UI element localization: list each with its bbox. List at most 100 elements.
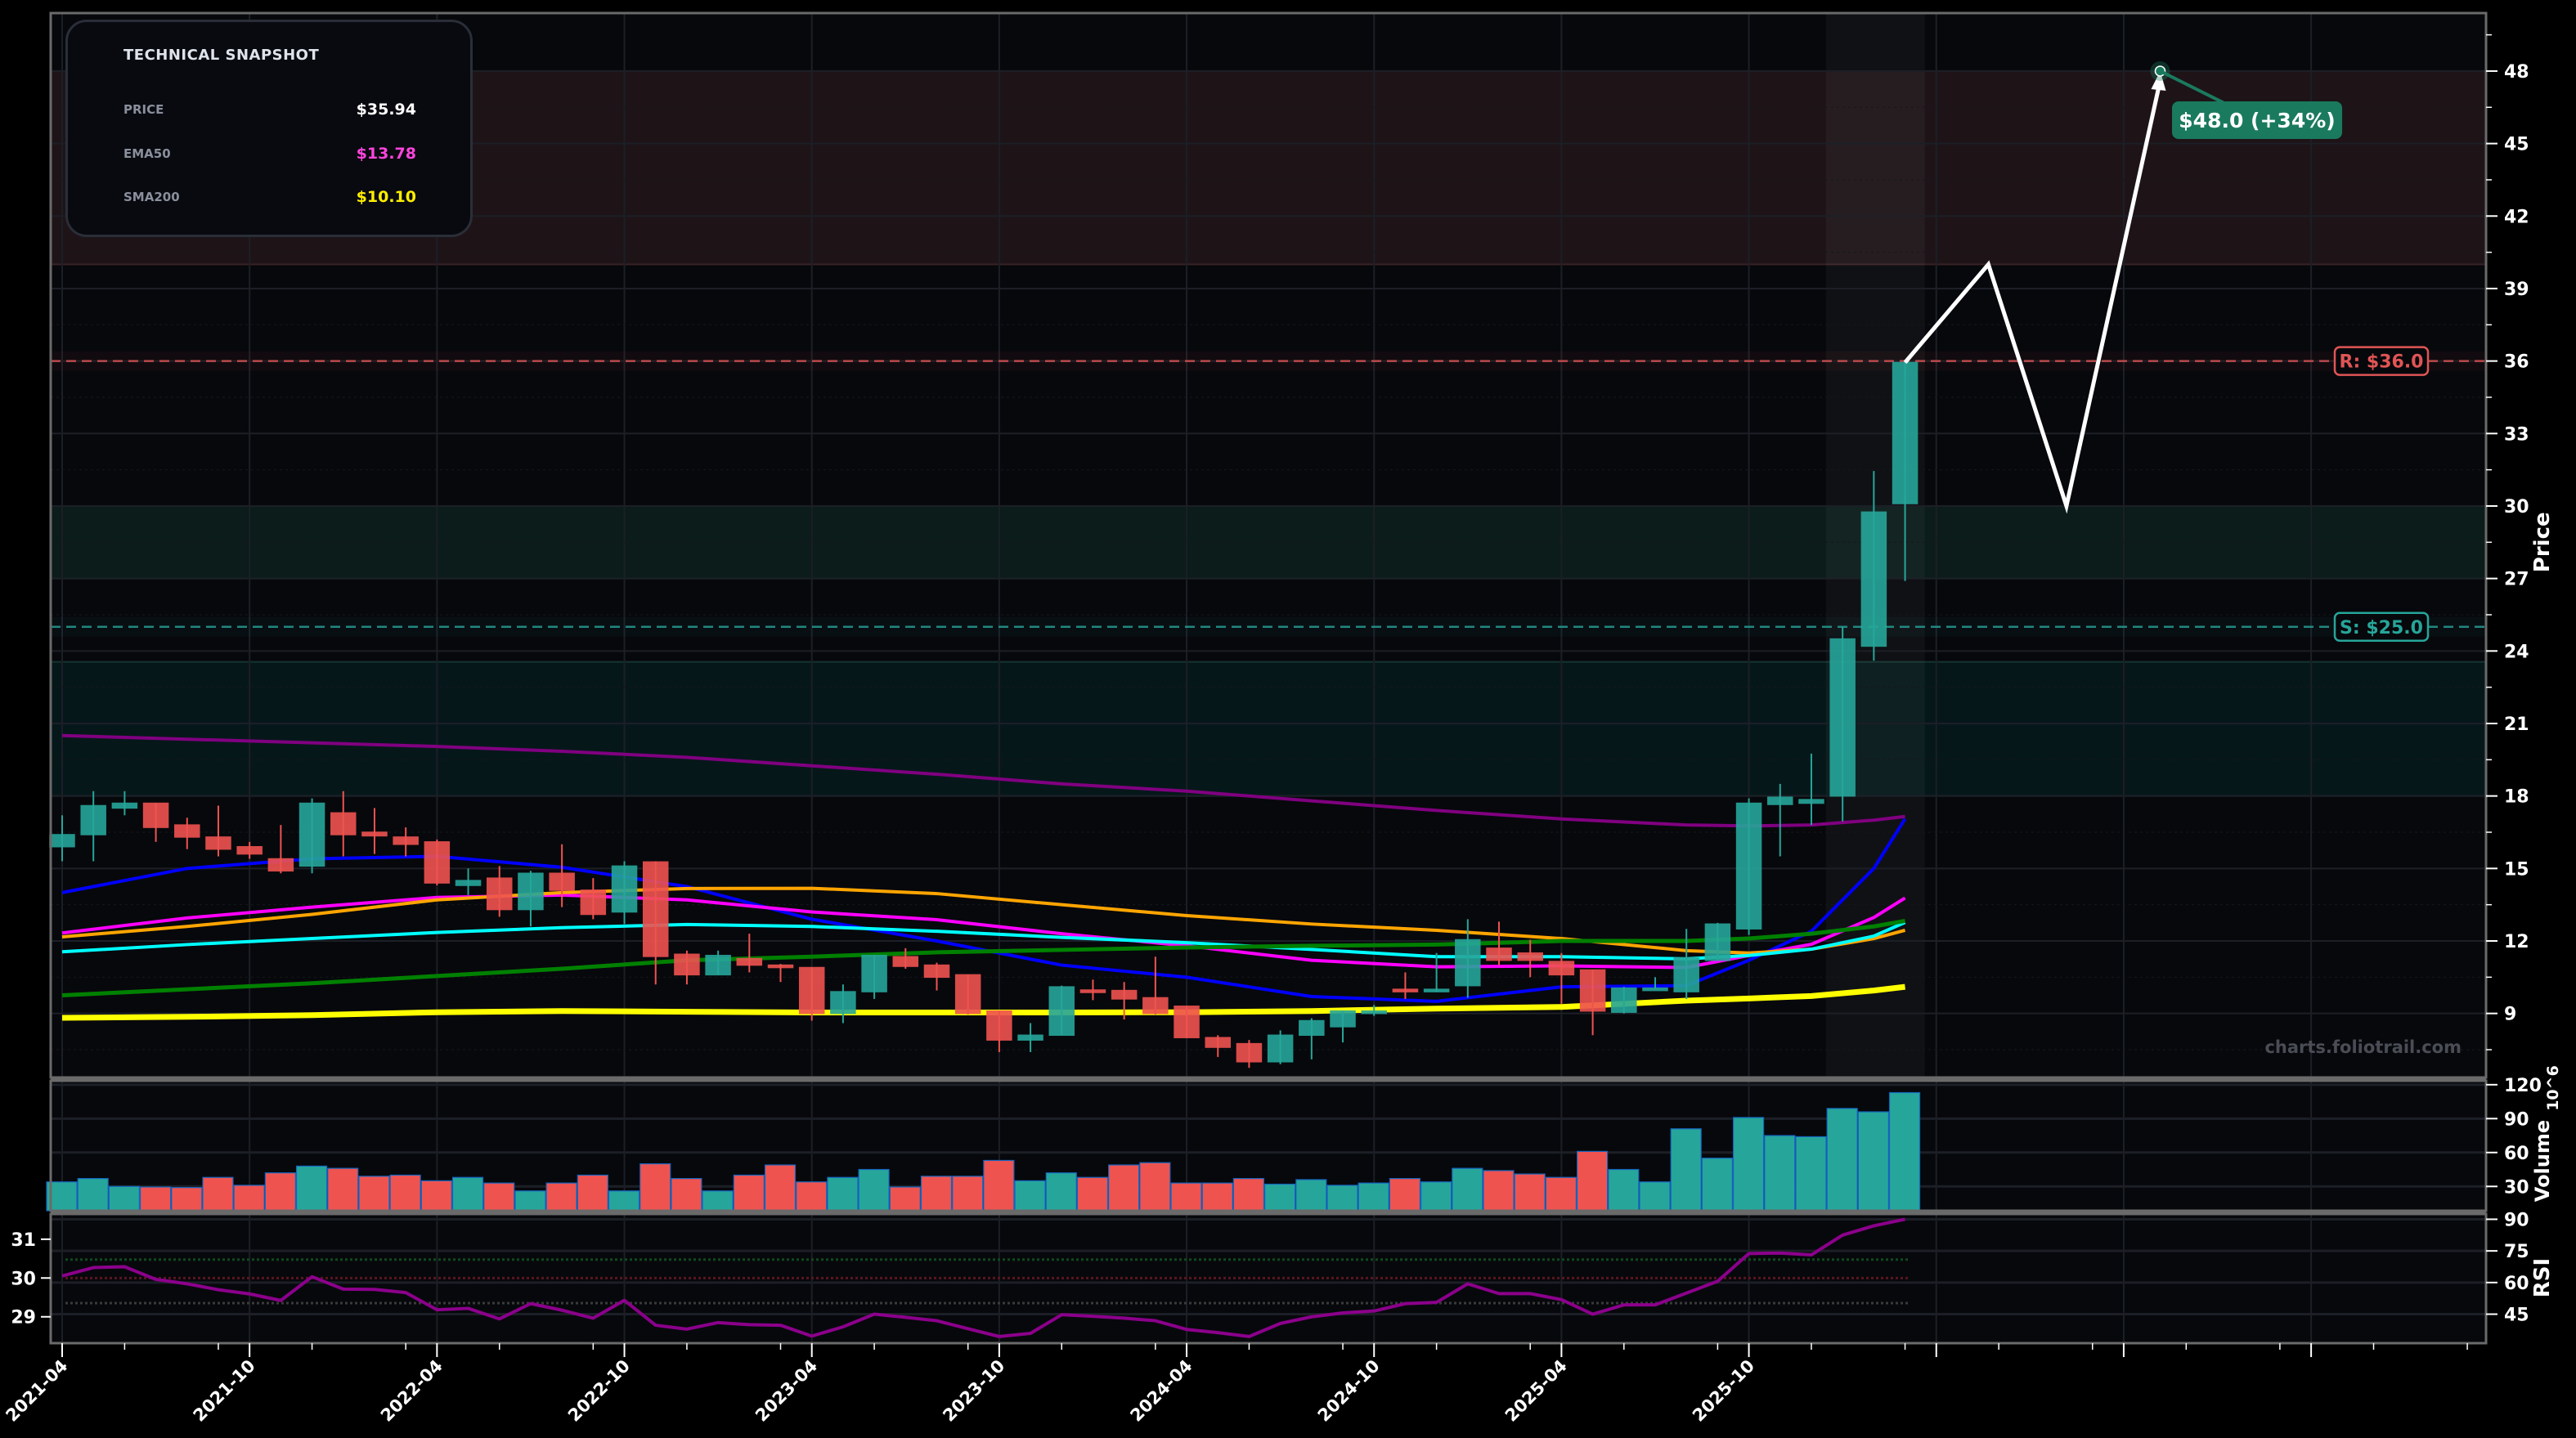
candle-body <box>1017 1034 1043 1041</box>
rsi-line <box>61 1217 1905 1338</box>
volume-bar <box>827 1176 859 1212</box>
volume-bar <box>1170 1182 1202 1212</box>
volume-bar <box>108 1185 140 1212</box>
level-label: S: $25.0 <box>2340 618 2423 638</box>
rsi-tick-label: 60 <box>2504 1274 2529 1294</box>
x-tick-label: 2023-10 <box>939 1356 1008 1426</box>
candle-body <box>455 880 482 886</box>
y-tick-label: 21 <box>2504 715 2529 735</box>
candle-body <box>1267 1034 1294 1063</box>
candle-body <box>736 957 763 966</box>
candle-body <box>611 865 638 913</box>
candle-body <box>1611 987 1637 1013</box>
candle-body <box>642 861 669 957</box>
rsi-axis-label: RSI <box>2530 1258 2555 1297</box>
support-zone <box>50 504 2487 580</box>
snapshot-title: TECHNICAL SNAPSHOT <box>123 47 320 64</box>
y-tick-label: 45 <box>2504 135 2529 155</box>
y-tick-label: 15 <box>2504 859 2529 880</box>
candle-body <box>798 966 825 1015</box>
candle-body <box>1767 796 1793 805</box>
candle-body <box>1205 1037 1232 1048</box>
rsi-left-tick-label: 29 <box>11 1308 36 1328</box>
moving-average-line <box>61 919 1905 998</box>
snapshot-ema50-value: $13.78 <box>356 145 416 163</box>
x-tick-label: 2024-10 <box>1314 1356 1384 1426</box>
volume-bar <box>233 1185 265 1212</box>
candle-body <box>1892 361 1919 504</box>
snapshot-sma200-value: $10.10 <box>356 188 416 206</box>
rsi-tick-label: 75 <box>2504 1242 2529 1262</box>
candle-body <box>705 954 731 976</box>
volume-bar <box>202 1176 234 1212</box>
volume-bar <box>733 1174 765 1212</box>
snapshot-price-value: $35.94 <box>356 101 416 119</box>
candle-body <box>205 836 231 850</box>
volume-bar <box>295 1165 328 1212</box>
rsi-tick-label: 90 <box>2504 1210 2529 1230</box>
candle-body <box>236 845 263 855</box>
y-tick-label: 36 <box>2504 352 2529 373</box>
volume-bar <box>1420 1181 1452 1212</box>
volume-bar <box>889 1186 921 1212</box>
volume-bar <box>1639 1181 1671 1212</box>
candle-body <box>1392 988 1419 992</box>
candle-body <box>954 974 981 1015</box>
y-tick-label: 12 <box>2504 932 2529 952</box>
candle-body <box>1486 947 1512 961</box>
candle-body <box>1174 1006 1200 1038</box>
volume-bar <box>1608 1168 1640 1212</box>
candle-body <box>361 831 388 837</box>
volume-bar <box>1732 1117 1765 1212</box>
candle-body <box>1548 961 1575 976</box>
candle-body <box>1798 799 1824 804</box>
y-tick-label: 30 <box>2504 497 2529 517</box>
candle-body <box>767 964 794 969</box>
candle-body <box>1361 1010 1387 1015</box>
candle-body <box>1517 952 1543 961</box>
volume-bar <box>1201 1182 1233 1212</box>
volume-bar <box>264 1172 296 1212</box>
snapshot-ema50-label: EMA50 <box>123 146 171 161</box>
candle-body <box>923 964 950 979</box>
volume-bar <box>1670 1128 1702 1212</box>
volume-bar <box>545 1182 577 1212</box>
volume-bar <box>77 1177 109 1212</box>
target-label: $48.0 (+34%) <box>2179 109 2335 132</box>
candle-body <box>330 812 357 835</box>
candle-body <box>267 858 294 872</box>
volume-bar <box>1452 1167 1483 1212</box>
volume-bar <box>1139 1162 1171 1212</box>
moving-average-line <box>61 886 1906 955</box>
candle-body <box>892 956 919 967</box>
volume-bar <box>1014 1180 1046 1212</box>
candle-body <box>393 836 419 845</box>
price-axis-label: Price <box>2530 512 2555 572</box>
level-label-box <box>2333 346 2430 376</box>
watermark: charts.foliotrail.com <box>2264 1037 2462 1057</box>
y-tick-label: 9 <box>2504 1005 2516 1025</box>
volume-tick-label: 120 <box>2504 1076 2542 1096</box>
snapshot-sma200-label: SMA200 <box>123 190 180 204</box>
candle-body <box>674 953 700 976</box>
volume-axis-label: Volume <box>2531 1120 2554 1202</box>
candle-body <box>142 802 169 828</box>
candle-body <box>111 802 138 809</box>
volume-bar <box>1701 1158 1733 1212</box>
y-tick-label: 39 <box>2504 280 2529 300</box>
candle-body <box>1299 1019 1325 1037</box>
volume-bar <box>1795 1136 1827 1212</box>
volume-bar <box>139 1186 172 1212</box>
x-tick-label: 2025-04 <box>1501 1356 1571 1426</box>
volume-bar <box>577 1174 608 1212</box>
volume-bar <box>451 1176 484 1212</box>
volume-bar <box>952 1176 984 1212</box>
candle-body <box>1735 802 1762 930</box>
moving-average-line <box>61 921 1906 961</box>
candle-body <box>1455 939 1481 987</box>
volume-bar <box>1545 1176 1577 1212</box>
y-tick-label: 33 <box>2504 424 2529 445</box>
x-tick-label: 2023-04 <box>752 1356 821 1426</box>
volume-bar <box>671 1177 702 1212</box>
